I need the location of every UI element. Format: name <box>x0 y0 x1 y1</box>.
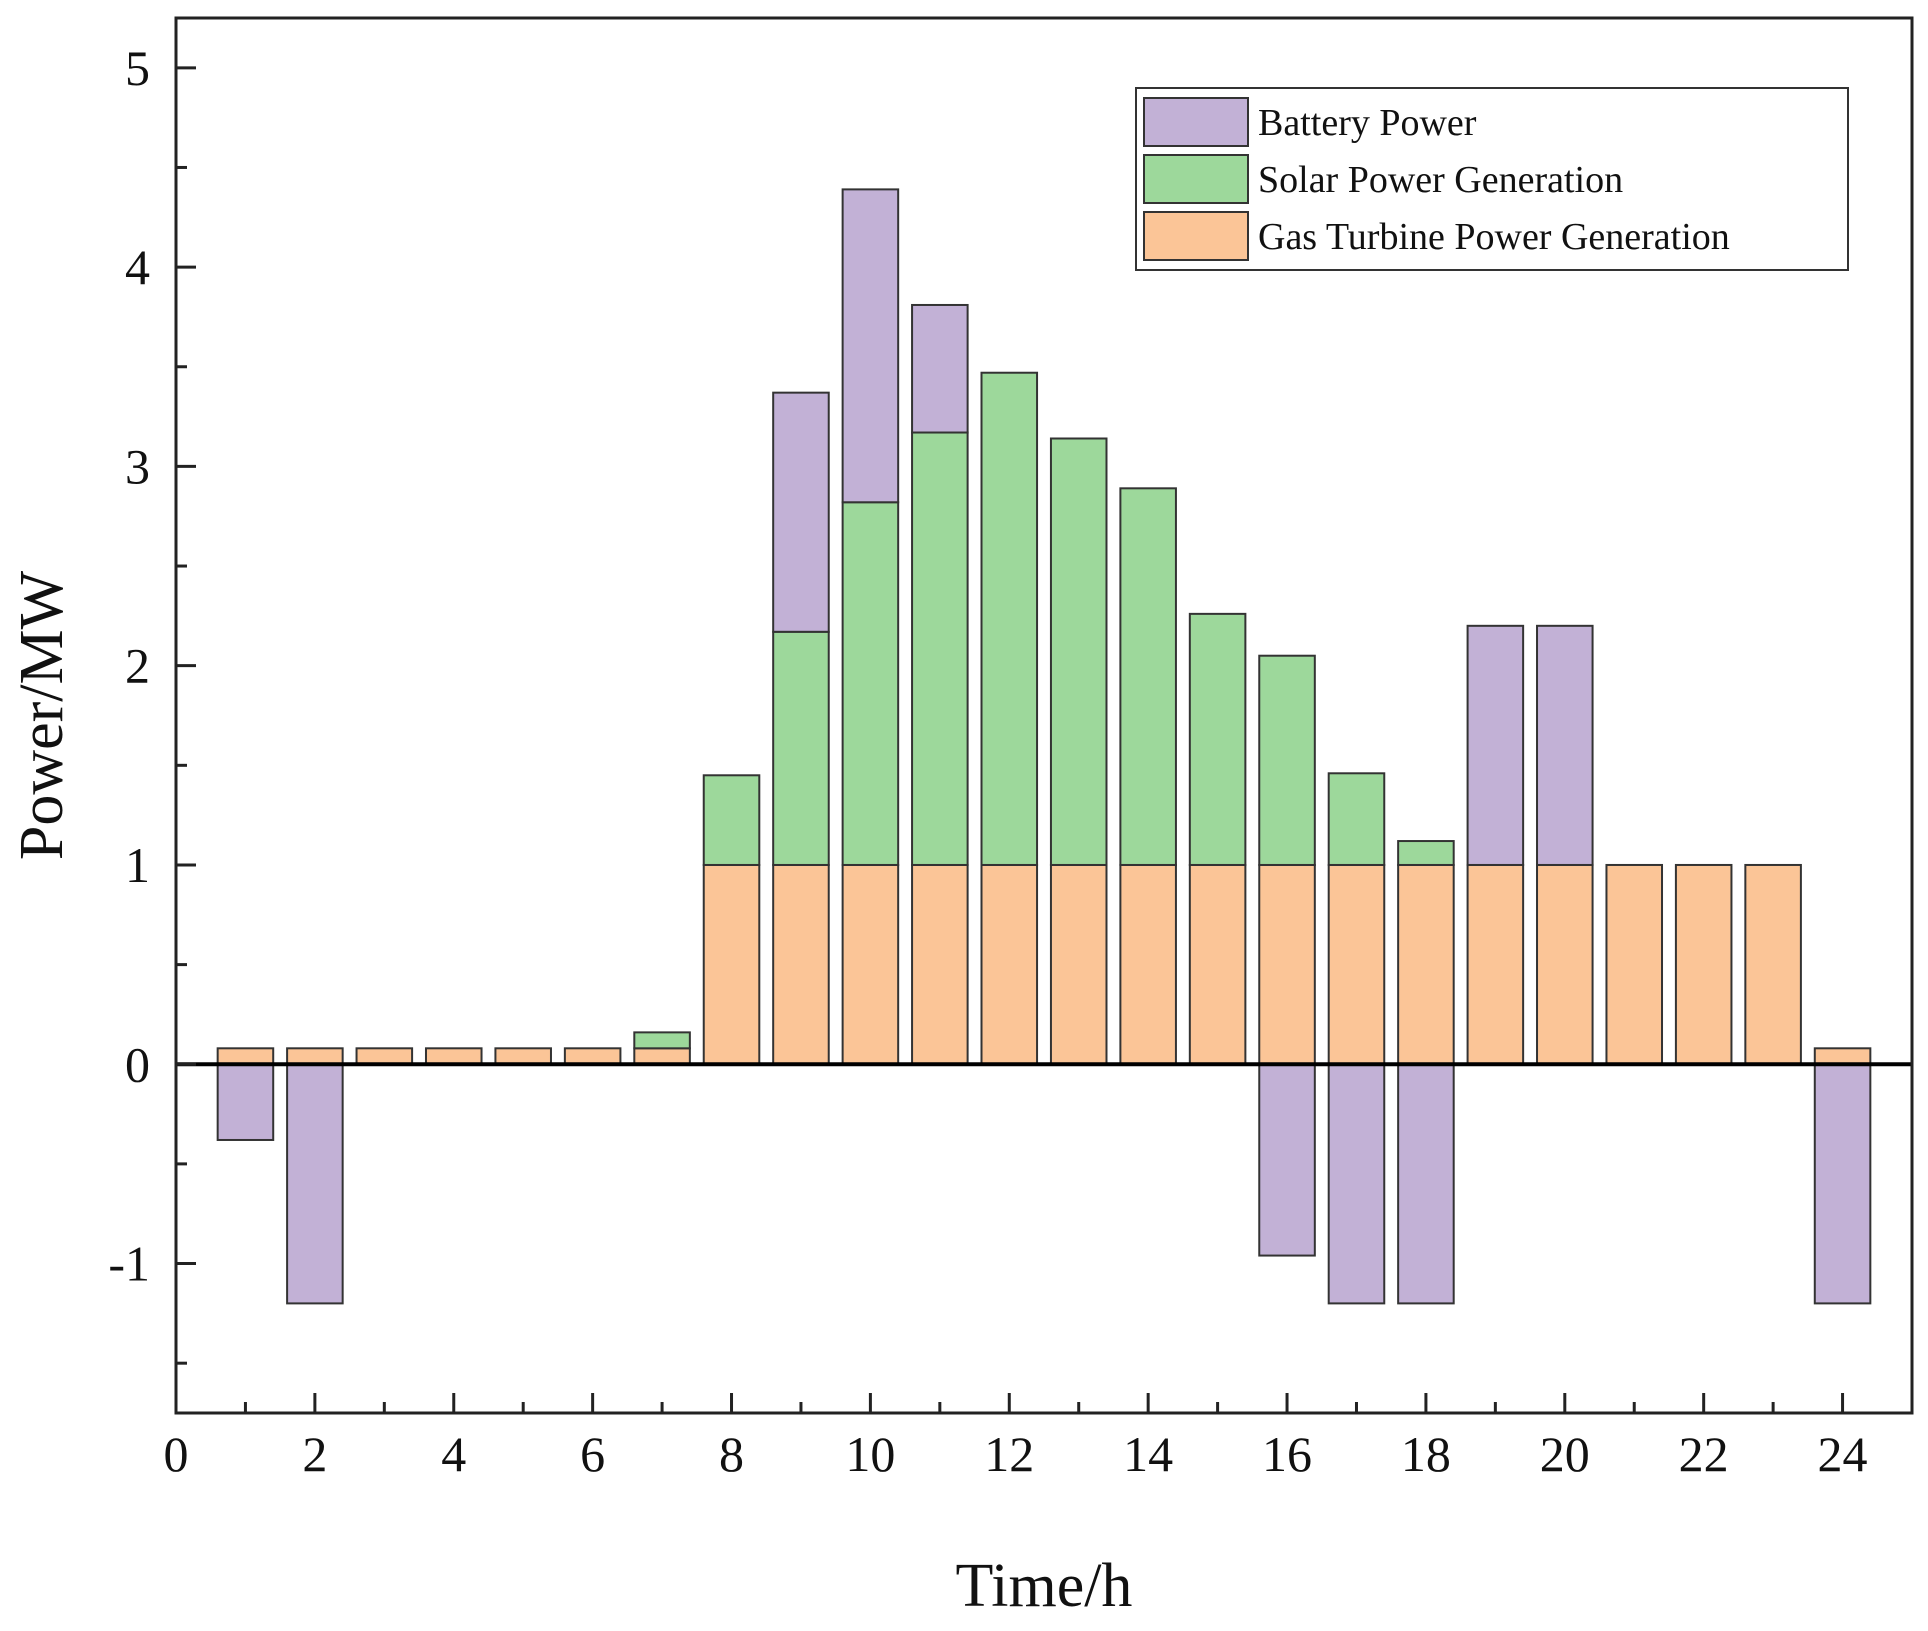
bar-solar-power-generation-15 <box>1188 612 1247 866</box>
bar-solar-power-generation-17 <box>1327 772 1386 866</box>
bar-gas-turbine-power-generation-14 <box>1119 863 1177 1066</box>
bar-solar-power-generation-16 <box>1258 654 1316 866</box>
bar-gas-turbine-power-generation-7 <box>633 1047 691 1066</box>
bar-solar-power-generation-7 <box>633 1031 691 1050</box>
y-tick-label: 1 <box>125 837 150 893</box>
bar-gas-turbine-power-generation-18 <box>1397 863 1455 1066</box>
bar-solar-power-generation-8 <box>702 774 761 866</box>
bar-gas-turbine-power-generation-20 <box>1536 863 1594 1066</box>
bar-gas-turbine-power-generation-3 <box>355 1047 414 1066</box>
x-axis-title: Time/h <box>956 1552 1133 1620</box>
x-tick-label: 18 <box>1401 1426 1451 1482</box>
bar-gas-turbine-power-generation-15 <box>1188 863 1247 1066</box>
y-axis-title: Power/MW <box>8 570 76 860</box>
legend: Battery Power Solar Power Generation Gas T… <box>1135 87 1849 271</box>
x-tick-label: 14 <box>1123 1426 1173 1482</box>
bar-gas-turbine-power-generation-17 <box>1327 863 1386 1066</box>
bar-battery-power-9 <box>772 391 830 633</box>
axis-ticks <box>174 66 1914 1413</box>
bar-gas-turbine-power-generation-19 <box>1466 863 1525 1066</box>
x-tick-label: 0 <box>164 1426 189 1482</box>
bar-gas-turbine-power-generation-13 <box>1049 863 1108 1066</box>
bar-gas-turbine-power-generation-12 <box>980 863 1039 1066</box>
bar-gas-turbine-power-generation-22 <box>1674 863 1733 1066</box>
bar-gas-turbine-power-generation-8 <box>702 863 761 1066</box>
x-tick-label: 6 <box>580 1426 605 1482</box>
bar-battery-power-20 <box>1536 624 1594 866</box>
y-tick-label: -1 <box>108 1236 150 1292</box>
legend-label: Solar Power Generation <box>1258 159 1623 201</box>
bar-solar-power-generation-18 <box>1397 840 1455 866</box>
y-tick-label: 4 <box>125 239 150 295</box>
legend-swatch <box>1143 97 1249 147</box>
legend-box <box>1135 87 1849 271</box>
bar-solar-power-generation-12 <box>980 371 1039 866</box>
bar-gas-turbine-power-generation-5 <box>494 1047 552 1066</box>
bar-solar-power-generation-14 <box>1119 487 1177 866</box>
x-tick-label: 10 <box>845 1426 895 1482</box>
bar-battery-power-17 <box>1327 1063 1386 1305</box>
x-tick-label: 22 <box>1679 1426 1729 1482</box>
bar-gas-turbine-power-generation-9 <box>772 863 830 1066</box>
y-tick-label: 0 <box>125 1036 150 1092</box>
plot-frame <box>174 16 1914 1415</box>
bar-gas-turbine-power-generation-1 <box>216 1047 275 1066</box>
x-tick-label: 4 <box>441 1426 466 1482</box>
x-tick-label: 12 <box>984 1426 1034 1482</box>
bar-gas-turbine-power-generation-4 <box>424 1047 483 1066</box>
bar-gas-turbine-power-generation-21 <box>1605 863 1664 1066</box>
bar-gas-turbine-power-generation-11 <box>911 863 969 1066</box>
bar-battery-power-10 <box>841 188 900 504</box>
bar-battery-power-19 <box>1466 624 1525 866</box>
bar-gas-turbine-power-generation-23 <box>1744 863 1802 1066</box>
y-tick-label: 3 <box>125 438 150 494</box>
x-tick-label: 24 <box>1818 1426 1868 1482</box>
legend-label: Gas Turbine Power Generation <box>1258 216 1730 258</box>
bar-gas-turbine-power-generation-24 <box>1813 1047 1872 1066</box>
bar-battery-power-16 <box>1258 1063 1316 1257</box>
bar-battery-power-1 <box>216 1063 275 1141</box>
bar-battery-power-11 <box>911 303 969 434</box>
x-tick-label: 20 <box>1540 1426 1590 1482</box>
x-tick-label: 2 <box>302 1426 327 1482</box>
bar-gas-turbine-power-generation-2 <box>286 1047 344 1066</box>
bar-solar-power-generation-13 <box>1049 437 1108 866</box>
legend-swatch <box>1143 211 1249 261</box>
x-tick-label: 16 <box>1262 1426 1312 1482</box>
bar-battery-power-24 <box>1813 1063 1872 1305</box>
bars-layer <box>216 188 1872 1305</box>
bar-gas-turbine-power-generation-16 <box>1258 863 1316 1066</box>
x-tick-label: 8 <box>719 1426 744 1482</box>
legend-swatch <box>1143 154 1249 204</box>
legend-label: Battery Power <box>1258 102 1477 144</box>
bar-battery-power-18 <box>1397 1063 1455 1305</box>
bar-solar-power-generation-11 <box>911 431 969 866</box>
bar-solar-power-generation-10 <box>841 501 900 866</box>
y-tick-label: 2 <box>125 638 150 694</box>
y-tick-label: 5 <box>125 40 150 96</box>
bar-gas-turbine-power-generation-10 <box>841 863 900 1066</box>
bar-battery-power-2 <box>286 1063 344 1305</box>
bar-solar-power-generation-9 <box>772 630 830 866</box>
bar-gas-turbine-power-generation-6 <box>563 1047 622 1066</box>
